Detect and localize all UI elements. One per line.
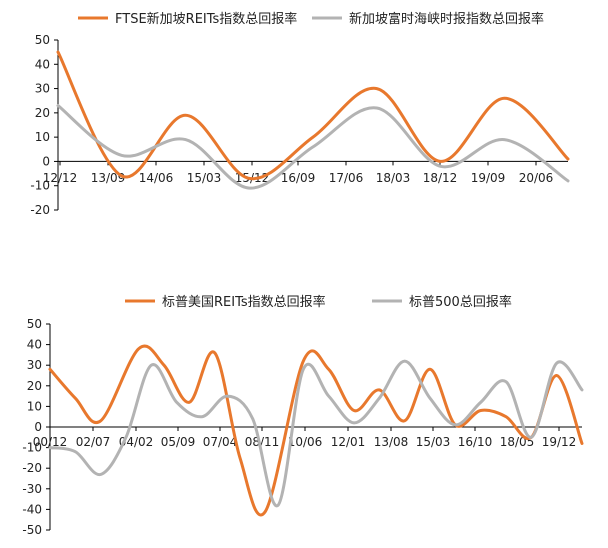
chart2-x-tick-label: 12/01: [331, 435, 366, 449]
chart1-x-tick-label: 14/06: [139, 171, 174, 185]
chart2-y-tick-label: -40: [22, 502, 42, 516]
chart2-x-tick-label: 07/04: [203, 435, 238, 449]
chart2-y-tick-label: 20: [27, 379, 42, 393]
chart1-x-tick-label: 13/09: [91, 171, 126, 185]
chart2-y-tick-label: -20: [22, 461, 42, 475]
chart2-y-tick-label: 50: [27, 317, 42, 331]
chart2-x-tick-label: 16/10: [458, 435, 493, 449]
chart1-y-tick-label: 30: [35, 82, 50, 96]
chart1-x-tick-label: 17/06: [329, 171, 364, 185]
chart1-x-tick-label: 18/12: [423, 171, 458, 185]
chart1-x-tick-label: 16/09: [281, 171, 316, 185]
chart2-x-tick-label: 05/09: [161, 435, 196, 449]
chart1-y-tick-label: 40: [35, 57, 50, 71]
chart1-x-tick-label: 18/03: [376, 171, 411, 185]
chart2-x-tick-label: 08/11: [245, 435, 280, 449]
chart1-x-tick-label: 20/06: [519, 171, 554, 185]
chart2-y-tick-label: -10: [22, 441, 42, 455]
chart2-legend-label-2: 标普500总回报率: [409, 294, 512, 310]
chart2-y-tick-label: -30: [22, 482, 42, 496]
chart1-y-tick-label: 20: [35, 106, 50, 120]
chart2-x-tick-label: 02/07: [76, 435, 111, 449]
chart1-series-1-line: [56, 50, 570, 181]
chart2-legend-label-1: 标普美国REITs指数总回报率: [162, 294, 326, 310]
chart2-series-1-line: [48, 344, 584, 517]
chart1-y-tick-label: -10: [30, 179, 50, 193]
chart2-x-tick-label: 15/03: [416, 435, 451, 449]
chart1-y-tick-label: 10: [35, 130, 50, 144]
chart2-x-tick-label: 04/02: [119, 435, 154, 449]
chart1-x-tick-label: 12/12: [43, 171, 78, 185]
chart1-y-tick-label: 0: [42, 154, 50, 168]
chart2-x-tick-label: 19/12: [542, 435, 577, 449]
chart1-x-tick-label: 19/09: [471, 171, 506, 185]
chart2-y-tick-label: 10: [27, 399, 42, 413]
chart2-y-tick-label: 40: [27, 338, 42, 352]
chart2-x-tick-label: 00/12: [33, 435, 68, 449]
chart1-x-tick-label: 15/03: [187, 171, 222, 185]
chart1-y-tick-label: 50: [35, 33, 50, 47]
chart2-x-tick-label: 13/08: [374, 435, 409, 449]
chart2-y-tick-label: 0: [34, 420, 42, 434]
chart1-series-2-line: [56, 104, 570, 190]
chart2-y-tick-label: 30: [27, 358, 42, 372]
chart1-legend-label-1: FTSE新加坡REITs指数总回报率: [115, 11, 297, 27]
chart2-series-2-line: [48, 359, 584, 508]
chart2-x-tick-label: 10/06: [288, 435, 323, 449]
chart2-y-tick-label: -50: [22, 523, 42, 537]
chart1-y-tick-label: -20: [30, 203, 50, 217]
chart1-legend-label-2: 新加坡富时海峡时报指数总回报率: [349, 11, 544, 27]
